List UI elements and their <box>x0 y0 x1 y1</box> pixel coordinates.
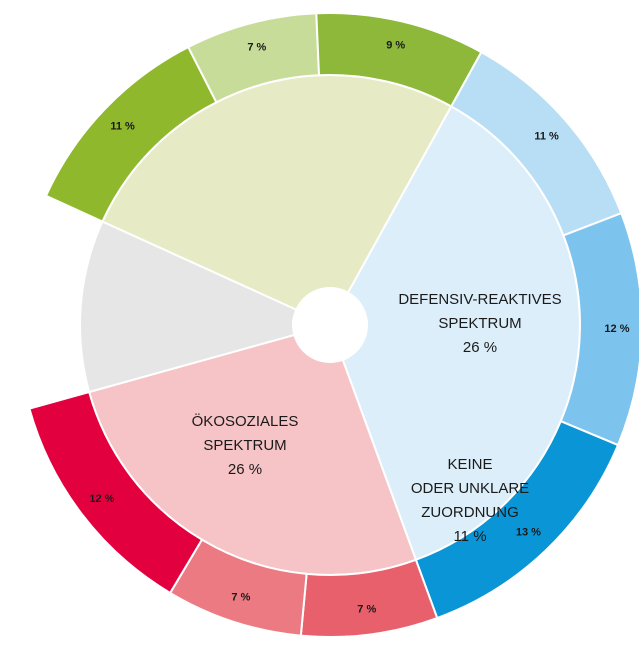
ring-label: 9 % <box>386 40 405 52</box>
sector-value: 26 % <box>228 461 262 478</box>
ring-label: 13 % <box>516 526 541 538</box>
ring-segment <box>28 390 204 595</box>
sector-value: 11 % <box>453 528 486 545</box>
ring-segment <box>315 12 483 108</box>
hole <box>292 287 368 363</box>
sector <box>79 220 333 394</box>
sector-label: KEINE <box>447 456 492 473</box>
sector-label: SPEKTRUM <box>203 437 286 454</box>
ring-label: 12 % <box>604 323 629 335</box>
sector-value: 26 % <box>463 339 497 356</box>
ring-label: 7 % <box>231 592 250 604</box>
sector-label: ZUORDNUNG <box>421 504 519 521</box>
sector-label: ODER UNKLARE <box>411 480 529 497</box>
sector-label: SPEKTRUM <box>438 315 521 332</box>
sector-label: ÖKOSOZIALES <box>192 412 299 430</box>
ring-label: 12 % <box>89 493 114 505</box>
ring-label: 7 % <box>247 41 266 53</box>
ring-label: 7 % <box>357 604 376 616</box>
ring-label: 11 % <box>110 121 135 133</box>
sector-label: DEFENSIV-REAKTIVES <box>398 291 561 308</box>
ring-label: 11 % <box>534 131 559 143</box>
